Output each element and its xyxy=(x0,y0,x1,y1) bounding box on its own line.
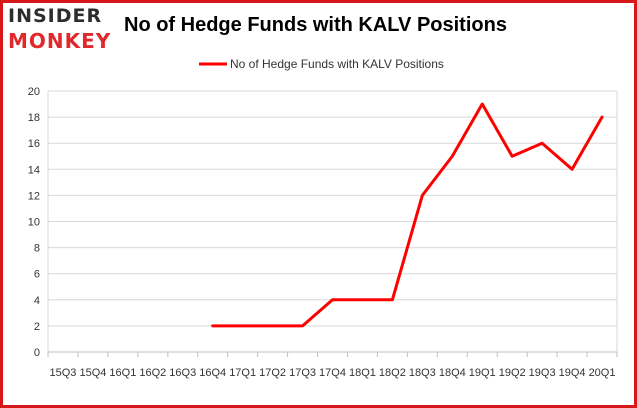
series-lines xyxy=(211,102,604,328)
y-tick-label: 0 xyxy=(34,347,40,359)
insider-monkey-logo: INSIDER MONKEY xyxy=(8,4,118,54)
y-tick-labels: 0 2 4 6 8 10 12 14 16 18 20 xyxy=(28,86,40,359)
chart-title: No of Hedge Funds with KALV Positions xyxy=(124,14,507,36)
x-tick-labels: 15Q3 15Q4 16Q1 16Q2 16Q3 16Q4 17Q1 17Q2 17Q3 17Q4… xyxy=(50,367,616,379)
y-tick-label: 4 xyxy=(34,295,40,307)
x-tick-label: 19Q1 xyxy=(469,367,496,379)
x-tick-label: 19Q4 xyxy=(559,367,586,379)
x-tick-label: 18Q2 xyxy=(379,367,406,379)
x-tick-label: 20Q1 xyxy=(589,367,616,379)
series-line xyxy=(211,102,604,328)
legend: No of Hedge Funds with KALV Positions xyxy=(199,57,444,71)
logo-text-top: INSIDER xyxy=(8,5,103,27)
y-tick-label: 10 xyxy=(28,217,40,229)
axes xyxy=(47,91,618,357)
x-tick-label: 16Q2 xyxy=(139,367,166,379)
y-tick-label: 12 xyxy=(28,190,40,202)
x-tick-label: 19Q3 xyxy=(529,367,556,379)
x-tick-label: 17Q2 xyxy=(259,367,286,379)
y-tick-label: 16 xyxy=(28,138,40,150)
logo-text-bottom: MONKEY xyxy=(8,29,112,53)
x-tick-label: 16Q4 xyxy=(199,367,226,379)
x-tick-label: 17Q3 xyxy=(289,367,316,379)
x-tick-label: 18Q4 xyxy=(439,367,466,379)
y-tick-label: 8 xyxy=(34,243,40,255)
x-tick-label: 18Q3 xyxy=(409,367,436,379)
y-tick-label: 2 xyxy=(34,321,40,333)
x-tick-label: 16Q1 xyxy=(109,367,136,379)
legend-label: No of Hedge Funds with KALV Positions xyxy=(230,57,444,71)
x-tick-label: 15Q3 xyxy=(50,367,77,379)
x-tick-label: 18Q1 xyxy=(349,367,376,379)
x-tick-label: 19Q2 xyxy=(499,367,526,379)
y-tick-label: 18 xyxy=(28,112,40,124)
x-tick-label: 16Q3 xyxy=(169,367,196,379)
y-tick-label: 20 xyxy=(28,86,40,98)
y-tick-label: 14 xyxy=(28,164,40,176)
y-tick-label: 6 xyxy=(34,269,40,281)
x-tick-label: 17Q1 xyxy=(229,367,256,379)
x-tick-label: 17Q4 xyxy=(319,367,346,379)
x-tick-label: 15Q4 xyxy=(79,367,106,379)
gridlines xyxy=(48,90,617,353)
